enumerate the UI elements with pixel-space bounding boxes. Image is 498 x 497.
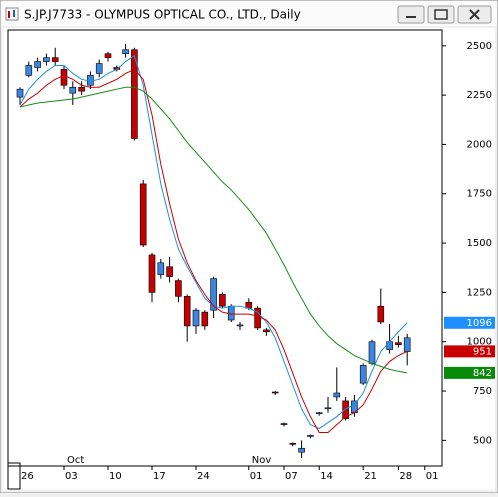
candle-body <box>324 407 332 410</box>
minimize-button[interactable] <box>397 5 425 24</box>
y-tick-label: 1250 <box>467 287 492 298</box>
candle-body <box>315 412 323 415</box>
value-box <box>444 366 495 379</box>
y-tick-label: 750 <box>473 386 492 397</box>
x-tick-label: 17 <box>153 471 166 482</box>
month-label: Nov <box>252 455 272 466</box>
candle-body <box>403 337 411 352</box>
value-box-label: 1096 <box>467 318 492 329</box>
candle-body <box>69 86 77 94</box>
candle-body <box>25 65 33 76</box>
x-tick-label: 10 <box>109 471 122 482</box>
candle-body <box>16 88 24 98</box>
candle-body <box>271 391 279 394</box>
moving-average-line <box>19 68 408 433</box>
x-tick-label: 07 <box>285 471 298 482</box>
value-box <box>444 316 495 329</box>
x-tick-label: 01 <box>250 471 263 482</box>
candle-body <box>280 423 288 425</box>
x-tick-label: 24 <box>197 471 210 482</box>
y-tick-label: 2250 <box>467 90 492 101</box>
candle-body <box>43 57 50 62</box>
candle-body <box>175 280 182 297</box>
candle-body <box>78 86 85 92</box>
scroll-marker <box>7 462 21 490</box>
candle-body <box>95 63 103 74</box>
window-title: S.JP.J7733 - OLYMPUS OPTICAL CO., LTD., … <box>24 8 301 22</box>
maximize-button[interactable] <box>427 5 455 24</box>
candle-body <box>219 294 226 307</box>
candle-body <box>377 305 385 323</box>
candle-body <box>289 443 297 445</box>
y-tick-label: 1500 <box>467 238 492 249</box>
candle-body <box>333 392 341 398</box>
candle-body <box>148 254 156 293</box>
x-tick-label: 21 <box>364 471 377 482</box>
candle-body <box>104 53 112 58</box>
candle-body <box>122 49 129 54</box>
candle-body <box>131 49 138 139</box>
candle-body <box>342 400 349 419</box>
value-box <box>444 345 495 358</box>
candle-body <box>298 447 305 453</box>
value-box-label: 951 <box>473 346 492 357</box>
candle-body <box>307 435 314 437</box>
candle-body <box>263 329 270 333</box>
candle-body <box>183 296 191 327</box>
plot-frame <box>7 29 443 467</box>
chart-background <box>3 28 495 490</box>
close-button[interactable] <box>457 5 492 24</box>
candle-body <box>227 305 235 321</box>
candle-body <box>192 309 200 327</box>
candle-body <box>166 266 173 277</box>
app-icon <box>5 7 19 21</box>
x-tick-label: 26 <box>21 471 34 482</box>
candle-body <box>395 342 402 345</box>
candle-body <box>157 262 165 275</box>
y-tick-label: 1000 <box>467 337 492 348</box>
candle-body <box>34 61 41 68</box>
moving-average-line <box>19 86 408 374</box>
y-tick-label: 500 <box>473 435 492 446</box>
candle-body <box>236 324 244 327</box>
value-box-label: 842 <box>473 368 492 379</box>
candle-body <box>201 311 209 327</box>
candle-body <box>51 57 59 62</box>
x-tick-label: 01 <box>426 471 439 482</box>
x-tick-label: 03 <box>65 471 78 482</box>
y-tick-label: 2000 <box>467 139 492 150</box>
candle-body <box>386 341 393 350</box>
candle-body <box>139 183 147 246</box>
x-tick-label: 28 <box>399 471 412 482</box>
y-tick-label: 2500 <box>467 41 492 52</box>
candle-body <box>368 341 376 364</box>
month-label: Oct <box>67 455 84 466</box>
candle-body <box>87 75 94 86</box>
x-tick-label: 14 <box>320 471 333 482</box>
candle-body <box>210 278 217 311</box>
candle-body <box>254 307 261 329</box>
y-tick-label: 1750 <box>467 189 492 200</box>
candle-body <box>359 365 367 384</box>
candle-body <box>60 69 68 86</box>
